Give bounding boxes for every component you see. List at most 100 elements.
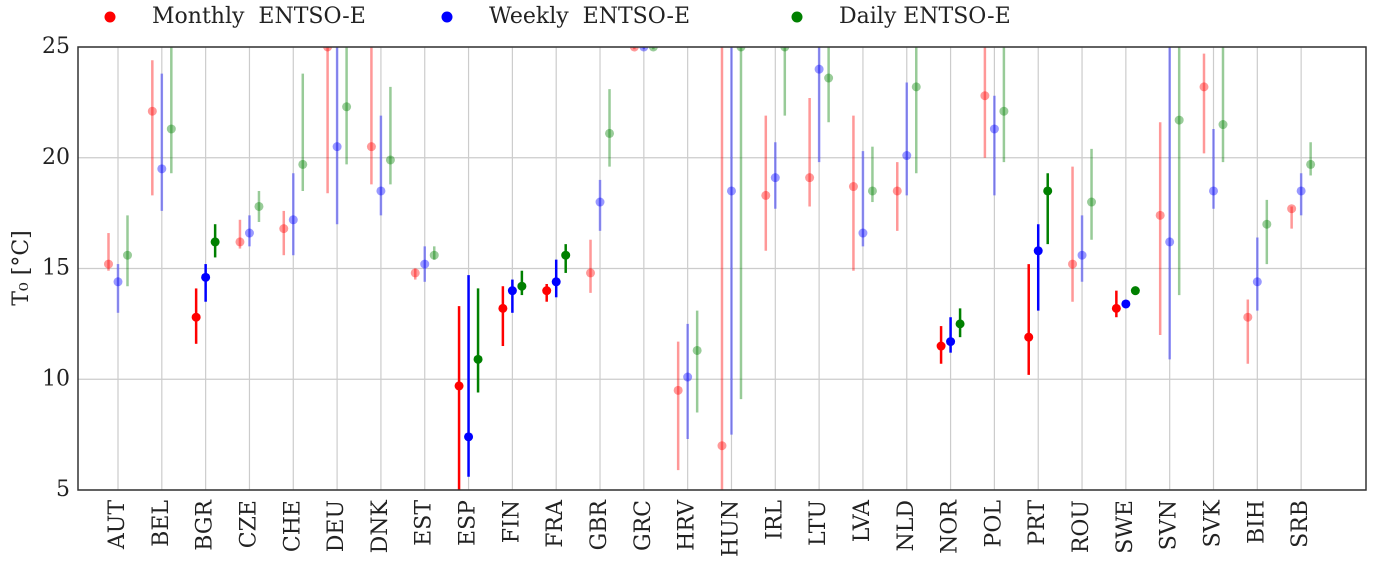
- point: [911, 82, 921, 92]
- x-tick-label: LVA: [850, 499, 875, 542]
- point: [780, 47, 790, 52]
- point: [1033, 246, 1043, 256]
- point: [561, 250, 571, 260]
- x-tick-label: FIN: [499, 500, 524, 543]
- x-tick-label: SWE: [1113, 500, 1138, 554]
- point: [1111, 303, 1121, 313]
- y-tick-label: 20: [42, 145, 70, 170]
- point: [980, 91, 990, 101]
- point: [1087, 197, 1097, 207]
- point: [989, 124, 999, 134]
- point: [1043, 186, 1053, 196]
- point: [805, 173, 815, 183]
- point: [605, 128, 615, 138]
- marks: [104, 47, 1316, 490]
- point: [244, 228, 254, 238]
- point: [201, 272, 211, 282]
- x-tick-label: CZE: [236, 500, 261, 548]
- point: [1174, 115, 1184, 125]
- point: [648, 47, 658, 52]
- x-tick-label: NOR: [938, 499, 963, 554]
- point: [429, 250, 439, 260]
- y-tick-label: 15: [42, 256, 70, 281]
- point: [1077, 250, 1087, 260]
- x-tick-label: AUT: [105, 500, 130, 550]
- point: [464, 432, 474, 442]
- x-tick-label: ESP: [456, 500, 481, 546]
- legend-marker: [791, 11, 803, 23]
- point: [279, 224, 289, 234]
- point: [298, 159, 308, 169]
- point: [366, 142, 376, 152]
- x-tick-label: LTU: [806, 500, 831, 546]
- point: [770, 173, 780, 183]
- point: [147, 106, 157, 116]
- point: [420, 259, 430, 269]
- x-tick-label: DNK: [368, 499, 393, 553]
- point: [1243, 312, 1253, 322]
- x-tick-label: FRA: [543, 499, 568, 548]
- point: [210, 237, 220, 247]
- point: [717, 441, 727, 451]
- point: [955, 319, 965, 329]
- point: [517, 281, 527, 291]
- y-tick-label: 25: [42, 34, 70, 59]
- point: [1209, 186, 1218, 196]
- point: [867, 186, 877, 196]
- point: [191, 312, 201, 322]
- point: [1121, 299, 1131, 309]
- point: [332, 142, 342, 152]
- point: [946, 337, 956, 347]
- point: [157, 164, 167, 174]
- x-tick-label: IRL: [762, 500, 787, 540]
- y-axis-label: T₀ [°C]: [9, 230, 34, 306]
- x-tick-label: GBR: [587, 499, 612, 551]
- x-tick-label: BEL: [149, 500, 174, 547]
- point: [595, 197, 605, 207]
- point: [473, 354, 483, 364]
- point: [254, 201, 264, 211]
- y-tick-label: 5: [56, 477, 70, 502]
- point: [1306, 159, 1316, 169]
- point: [892, 186, 902, 196]
- x-tick-label: POL: [981, 500, 1006, 548]
- x-tick-label: BGR: [193, 499, 218, 551]
- point: [586, 268, 596, 278]
- point: [113, 277, 123, 287]
- x-tick-label: ROU: [1069, 500, 1094, 553]
- x-tick-label: NLD: [894, 500, 919, 552]
- x-tick-label: SRB: [1288, 500, 1313, 548]
- point: [1287, 204, 1297, 214]
- point: [288, 215, 298, 225]
- x-tick-label: DEU: [324, 500, 349, 552]
- point: [454, 381, 464, 391]
- x-tick-label: HRV: [675, 499, 700, 551]
- point: [824, 73, 834, 83]
- point: [342, 102, 352, 112]
- point: [1155, 210, 1165, 220]
- point: [761, 190, 771, 200]
- point: [166, 124, 176, 134]
- point: [639, 47, 649, 52]
- x-tick-label: GRC: [631, 500, 656, 551]
- point: [726, 186, 736, 196]
- point: [551, 277, 561, 287]
- plot-frame: [77, 46, 1367, 491]
- point: [542, 286, 552, 296]
- point: [385, 155, 395, 165]
- point: [1262, 219, 1272, 229]
- x-tick-label: EST: [412, 500, 437, 546]
- x-tick-label: SVN: [1157, 500, 1182, 550]
- point: [1252, 277, 1262, 287]
- point: [736, 47, 746, 52]
- legend-marker: [104, 11, 116, 23]
- x-tick-label: CHE: [280, 500, 305, 552]
- point: [1068, 259, 1078, 269]
- point: [498, 303, 508, 313]
- x-tick-label: SVK: [1201, 499, 1226, 547]
- x-tick-label: PRT: [1025, 500, 1050, 546]
- point: [814, 64, 824, 74]
- point: [848, 182, 858, 192]
- point: [1296, 186, 1306, 196]
